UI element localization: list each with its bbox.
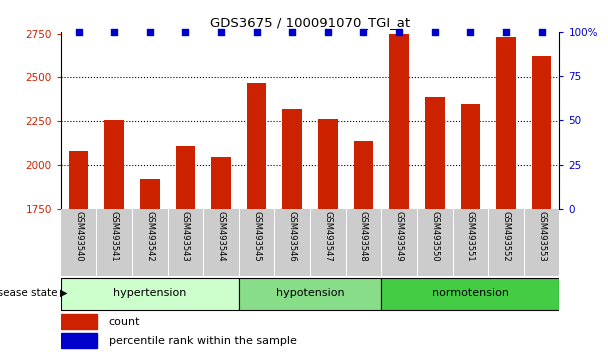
Text: GSM493541: GSM493541 [109, 211, 119, 262]
Point [323, 29, 333, 35]
Point [466, 29, 475, 35]
Bar [239, 278, 381, 310]
Bar [354, 141, 373, 209]
Text: GSM493550: GSM493550 [430, 211, 439, 262]
Bar [381, 278, 559, 310]
Bar [389, 34, 409, 209]
Bar [69, 151, 88, 209]
Bar [61, 333, 97, 348]
Text: GSM493547: GSM493547 [323, 211, 333, 262]
Text: count: count [109, 316, 140, 327]
Point [109, 29, 119, 35]
Text: GSM493542: GSM493542 [145, 211, 154, 262]
Text: GSM493544: GSM493544 [216, 211, 226, 262]
Bar [283, 109, 302, 209]
Point [252, 29, 261, 35]
Bar [425, 97, 444, 209]
Text: hypotension: hypotension [276, 288, 344, 298]
Point [288, 29, 297, 35]
Bar [496, 37, 516, 209]
Bar [105, 120, 124, 209]
Text: ▶: ▶ [60, 288, 67, 298]
Bar [176, 146, 195, 209]
Point [145, 29, 154, 35]
Text: GSM493546: GSM493546 [288, 211, 297, 262]
Text: GSM493543: GSM493543 [181, 211, 190, 262]
Text: hypertension: hypertension [113, 288, 187, 298]
Text: disease state: disease state [0, 288, 58, 298]
Point [216, 29, 226, 35]
Bar [247, 83, 266, 209]
Text: GSM493552: GSM493552 [502, 211, 511, 262]
Text: GSM493540: GSM493540 [74, 211, 83, 262]
Bar [61, 278, 239, 310]
Title: GDS3675 / 100091070_TGI_at: GDS3675 / 100091070_TGI_at [210, 16, 410, 29]
Bar [318, 120, 337, 209]
Point [74, 29, 83, 35]
Bar [460, 104, 480, 209]
Bar [61, 314, 97, 329]
Bar [211, 157, 231, 209]
Text: GSM493548: GSM493548 [359, 211, 368, 262]
Point [181, 29, 190, 35]
Point [359, 29, 368, 35]
Text: GSM493545: GSM493545 [252, 211, 261, 262]
Text: normotension: normotension [432, 288, 509, 298]
Point [430, 29, 440, 35]
Bar [532, 56, 551, 209]
Text: GSM493553: GSM493553 [537, 211, 546, 262]
Point [537, 29, 547, 35]
Bar [140, 179, 160, 209]
Text: GSM493549: GSM493549 [395, 211, 404, 262]
Point [501, 29, 511, 35]
Text: GSM493551: GSM493551 [466, 211, 475, 262]
Text: percentile rank within the sample: percentile rank within the sample [109, 336, 297, 346]
Point [394, 29, 404, 35]
